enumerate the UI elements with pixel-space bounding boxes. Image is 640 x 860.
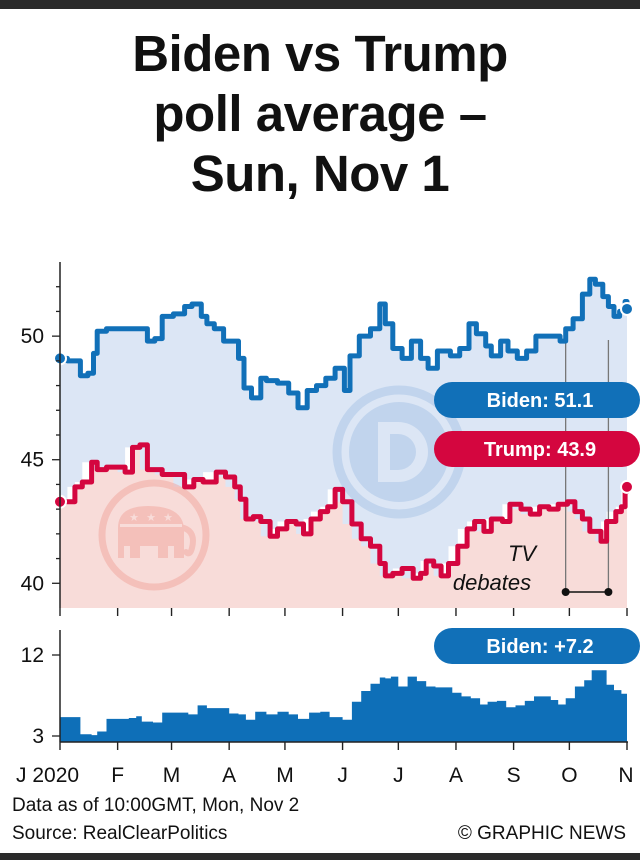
biden-line [60,276,630,411]
gop-elephant-body [118,506,184,558]
gop-elephant-trunk [181,525,196,557]
biden-value-label-text: Biden: 51.1 [487,390,594,412]
x-tick-label-6: J [337,764,348,787]
d-logo-letter-hole [390,434,416,470]
x-tick-label-4: A [222,764,236,787]
x-tick-label-2: F [111,764,124,787]
biden-value-label-pill [434,382,640,418]
data-note: Data as of 10:00GMT, Mon, Nov 2 [12,795,300,816]
biden-lead-label-pill [434,628,640,664]
main-y-tick-label-40: 40 [21,572,44,595]
debates-label-line-1: TV [508,541,538,566]
top-rule [0,0,640,9]
biden-end-point [620,301,634,316]
diff-y-tick-label-12: 12 [21,644,44,667]
gop-star-3: ★ [163,511,173,524]
trump-value-label-text: Trump: 43.9 [484,439,596,461]
source-note: Source: RealClearPolitics [12,823,228,844]
trump-area-fill [60,444,627,608]
page-title: Biden vs Trump poll average – Sun, Nov 1 [0,24,640,204]
main-y-tick-label-45: 45 [21,449,44,472]
diff-y-tick-label-3: 3 [32,725,44,748]
x-tick-label-1: J 2020 [16,764,79,787]
x-tick-label-8: A [449,764,463,787]
biden-lead-area [60,670,627,742]
republican-elephant-logo-icon: ★ ★ ★ [98,479,210,591]
debate-bracket-dot-1 [561,588,570,596]
gop-star-1: ★ [129,511,139,524]
title-line-3: Sun, Nov 1 [190,145,450,202]
main-y-tick-label-50: 50 [21,325,44,348]
bottom-rule [0,853,640,860]
x-tick-label-10: O [561,764,577,787]
gop-logo-ring [98,479,210,591]
title-line-2: poll average – [153,85,487,142]
x-tick-label-9: S [507,764,521,787]
x-tick-label-7: J [393,764,404,787]
diff-plot-area [60,670,627,742]
debate-bracket-dot-2 [604,588,613,596]
biden-lead-label-text: Biden: +7.2 [486,636,593,658]
credit-note: © GRAPHIC NEWS [457,823,626,844]
trump-value-label-pill [434,431,640,467]
gop-elephant-stripe [120,524,182,527]
gop-star-2: ★ [146,511,156,524]
trump-line [60,442,630,581]
debates-label-line-2: debates [453,570,531,595]
x-tick-label-3: M [163,764,181,787]
trump-end-point [620,479,634,494]
x-tick-label-5: M [276,764,294,787]
title-line-1: Biden vs Trump [132,25,508,82]
x-tick-label-11: N [618,764,633,787]
